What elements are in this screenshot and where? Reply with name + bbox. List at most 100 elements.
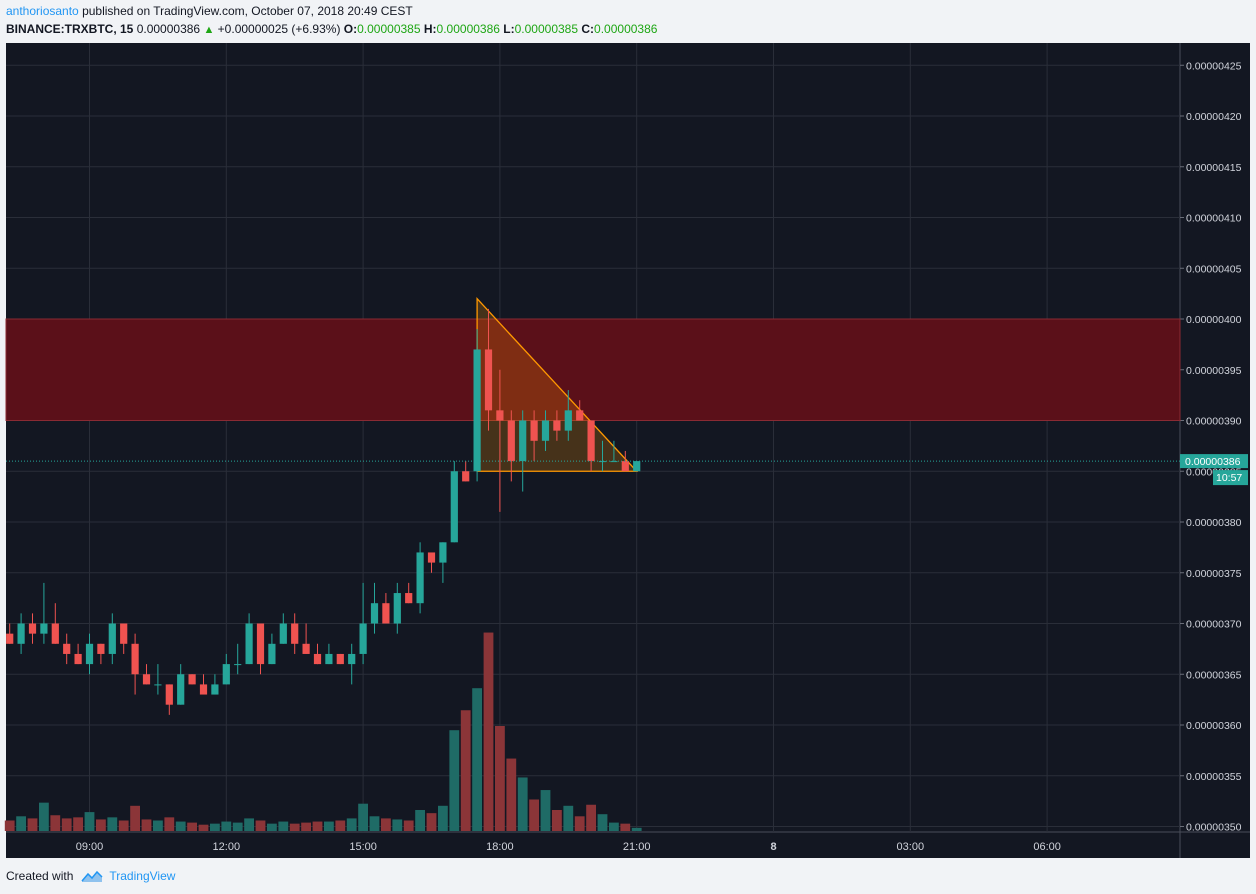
volume-bar — [517, 777, 528, 831]
publish-line: anthoriosanto published on TradingView.c… — [6, 4, 413, 18]
candle-body — [142, 674, 151, 685]
volume-bar — [312, 821, 323, 831]
candle — [484, 308, 493, 431]
volume-bar — [95, 819, 106, 831]
candle-body — [427, 552, 436, 563]
volume-bar — [118, 820, 129, 831]
candle-body — [393, 593, 401, 624]
low-value: 0.00000385 — [514, 22, 579, 36]
volume-bar — [403, 820, 414, 831]
candle-body — [28, 623, 37, 634]
low-label: L: — [503, 22, 515, 36]
volume-bar — [426, 813, 437, 831]
volume-bar — [152, 820, 163, 831]
candle — [507, 410, 515, 482]
candle — [85, 633, 94, 675]
candle-body — [291, 623, 299, 644]
candle-body — [211, 684, 219, 695]
candle-body — [302, 643, 310, 654]
candle — [416, 542, 424, 614]
candle-body — [85, 643, 94, 665]
candle — [325, 643, 333, 665]
candle-body — [598, 461, 607, 463]
symbol-label: BINANCE:TRXBTC, 15 — [6, 22, 134, 36]
candle-body — [336, 653, 344, 665]
volume-bar — [221, 821, 232, 831]
candle-body — [268, 643, 276, 665]
candle — [40, 582, 48, 644]
tradingview-logo-icon — [81, 870, 103, 882]
publish-info: published on TradingView.com, October 07… — [78, 4, 413, 18]
candle — [268, 633, 276, 665]
candle — [313, 643, 322, 665]
candle — [382, 593, 390, 624]
last-price: 0.00000386 — [136, 22, 201, 36]
volume-bar — [141, 819, 152, 831]
y-tick-label: 0.00000355 — [1186, 771, 1242, 783]
candle-body — [405, 593, 413, 604]
volume-bar — [84, 812, 95, 831]
candle — [359, 582, 367, 665]
symbol-legend: BINANCE:TRXBTC, 15 0.00000386 ▲ +0.00000… — [6, 22, 657, 36]
candle-body — [234, 664, 242, 666]
candle-body — [245, 623, 253, 665]
candle — [405, 582, 413, 604]
countdown-label-bg — [1213, 470, 1248, 486]
tradingview-link[interactable]: TradingView — [109, 869, 176, 883]
volume-bar — [483, 632, 494, 831]
candle-body — [507, 420, 515, 462]
open-value: 0.00000385 — [357, 22, 421, 36]
candle — [28, 613, 37, 644]
price-axis — [1180, 43, 1250, 832]
candle-body — [382, 603, 390, 624]
volume-bar — [301, 822, 312, 831]
volume-bar — [164, 817, 175, 831]
candle — [131, 633, 139, 695]
volume-bar — [38, 802, 49, 831]
y-tick-label: 0.00000370 — [1186, 619, 1242, 631]
candle — [462, 461, 470, 482]
volume-bar — [266, 823, 277, 831]
candle-body — [621, 461, 629, 472]
candle-body — [553, 420, 561, 431]
candle-body — [313, 653, 322, 665]
candle — [336, 653, 344, 665]
candle — [553, 410, 561, 441]
volume-bar — [551, 810, 562, 831]
volume-bar — [449, 730, 460, 831]
footer: Created with TradingView — [6, 869, 175, 883]
created-with-label: Created with — [6, 869, 74, 883]
candle — [222, 653, 230, 685]
high-label: H: — [423, 22, 437, 36]
candle-body — [610, 461, 618, 463]
candle-body — [325, 653, 333, 665]
x-tick-label: 12:00 — [213, 841, 241, 853]
candle-body — [165, 684, 173, 705]
author-link[interactable]: anthoriosanto — [6, 4, 79, 18]
close-label: C: — [581, 22, 595, 36]
y-tick-label: 0.00000410 — [1186, 213, 1242, 225]
candle-body — [222, 664, 230, 685]
volume-bar — [358, 803, 369, 831]
candle — [598, 440, 607, 472]
up-arrow-icon: ▲ — [203, 24, 215, 36]
candle — [74, 643, 82, 665]
candle-body — [97, 643, 105, 654]
countdown-label: 10:57 — [1216, 472, 1242, 484]
x-tick-label: 15:00 — [349, 841, 377, 853]
candle-body — [633, 461, 641, 472]
volume-bar — [608, 822, 619, 831]
candle — [51, 603, 59, 644]
price-change: +0.00000025 (+6.93%) — [217, 22, 341, 36]
volume-bar — [209, 823, 220, 831]
volume-bar — [4, 820, 15, 831]
y-tick-label: 0.00000380 — [1186, 517, 1242, 529]
candle-body — [519, 420, 527, 462]
candle-body — [359, 623, 367, 654]
candle-body — [564, 410, 572, 431]
candle — [439, 542, 447, 583]
candle-body — [51, 623, 59, 644]
candle — [245, 613, 253, 665]
high-value: 0.00000386 — [436, 22, 500, 36]
